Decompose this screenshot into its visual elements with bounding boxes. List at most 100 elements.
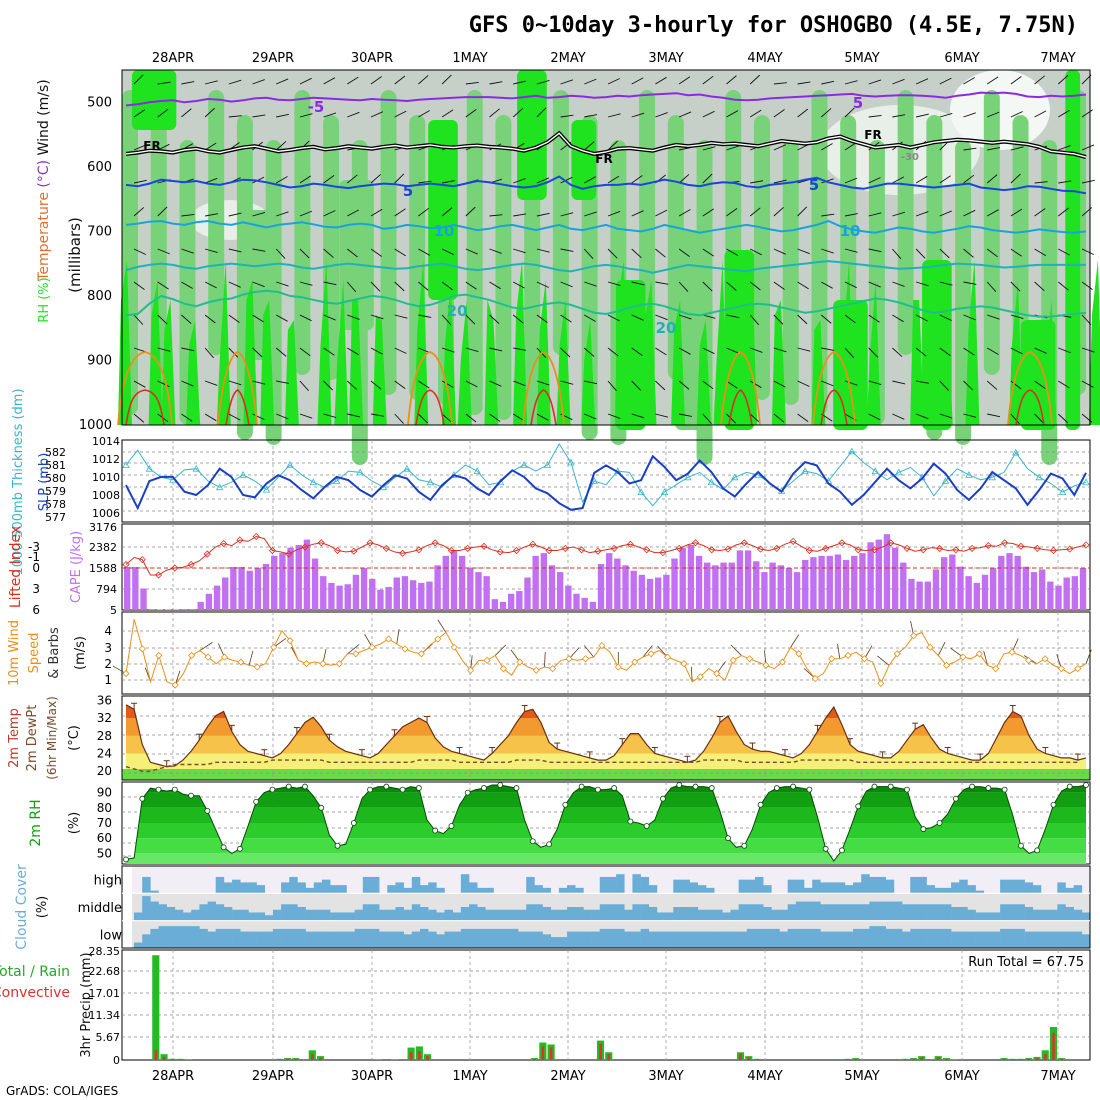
precip-convective-bar — [294, 1058, 298, 1060]
cloud-low-bar — [501, 928, 511, 948]
cloud-middle-bar — [436, 912, 445, 921]
wind10m-marker — [992, 665, 1000, 673]
wind-barb — [750, 180, 764, 184]
wind-barb — [939, 380, 949, 391]
wind-barb — [133, 74, 144, 85]
cloud-middle-bar — [411, 904, 421, 921]
wind10m-marker — [1057, 665, 1065, 673]
cloud-middle-bar — [321, 909, 331, 921]
wind-barb — [512, 413, 525, 422]
wind-barb — [584, 114, 598, 118]
cloud-high-bar — [705, 887, 715, 894]
thickness-marker — [333, 477, 341, 484]
wind-barb — [418, 380, 430, 389]
rh-dry-patch — [950, 70, 1050, 150]
wind-barb — [987, 111, 1000, 118]
cloud-high-bar — [395, 882, 404, 894]
cloud-low-bar — [763, 928, 772, 948]
cloud-middle-bar — [313, 909, 323, 921]
cape-bar — [859, 553, 866, 610]
wind-barb — [418, 281, 429, 291]
cloud-low-bar — [387, 931, 396, 948]
wind-barb — [821, 213, 835, 217]
ylabel-slp: SLP (mb) — [37, 453, 52, 512]
lifted-index-marker — [480, 542, 488, 550]
wind-barb — [228, 413, 241, 421]
wind10m-marker — [1024, 656, 1033, 664]
cape-bar — [532, 555, 539, 610]
cape-bar — [679, 547, 686, 610]
precip-convective-bar — [755, 1059, 759, 1060]
rh-low-level-moisture — [713, 260, 728, 425]
temp-tick: 24 — [97, 746, 112, 760]
cloud-high-bar — [607, 876, 617, 894]
rh-marker — [839, 847, 845, 854]
precip-tick: 11.34 — [89, 1009, 121, 1022]
cloud-middle-bar — [338, 912, 347, 921]
rh-tick: 50 — [97, 846, 112, 860]
cloud-middle-bar — [215, 904, 225, 921]
cloud-high-bar — [967, 885, 976, 894]
rh-marker — [204, 807, 211, 814]
wind-barb — [773, 206, 784, 217]
wind-barb — [1010, 314, 1024, 320]
wind-barb — [655, 314, 668, 321]
wind-barb — [986, 248, 998, 258]
cloud-middle-bar — [485, 909, 494, 921]
wind-barb — [584, 78, 597, 85]
date-label-top: 4MAY — [747, 51, 782, 66]
lifted-index-marker — [1049, 546, 1058, 555]
wind-barb — [513, 213, 527, 217]
cloud-low-bar — [665, 931, 674, 948]
rh-low-level-moisture — [642, 280, 657, 425]
wind-tick: 4 — [104, 624, 112, 638]
wind-barb — [205, 213, 218, 217]
date-label-top: 3MAY — [648, 51, 683, 66]
cape-bar — [712, 565, 719, 610]
wind-barb — [536, 79, 550, 85]
cape-bar — [540, 553, 548, 610]
wind-barb — [1058, 380, 1070, 389]
wind-barb — [915, 113, 929, 118]
ylabel-precip-total: Total / Rain — [0, 964, 70, 980]
wind-barb — [631, 314, 644, 321]
cloud-high-bar — [1057, 882, 1066, 894]
cloud-middle-bar — [1081, 912, 1091, 921]
thickness-marker — [215, 483, 224, 491]
cloud-low-bar — [983, 931, 993, 948]
wind-barb — [868, 314, 880, 323]
cape-bar — [810, 557, 817, 610]
cloud-low-bar — [509, 928, 519, 948]
wind-barb — [631, 175, 643, 184]
rh-tick: 70 — [97, 816, 112, 830]
cloud-low-bar — [567, 931, 576, 948]
wind-barb — [1058, 145, 1071, 151]
isotherm-hot — [820, 389, 848, 426]
date-label-top: 29APR — [252, 51, 294, 66]
cloud-middle-bar — [289, 904, 298, 921]
cape-bar — [622, 565, 629, 610]
cloud-low-bar — [428, 931, 437, 948]
thickness-marker — [848, 447, 856, 455]
cloud-middle-bar — [1065, 907, 1074, 921]
lifted-index-marker — [724, 545, 732, 553]
cloud-low-bar — [991, 931, 1001, 948]
thickness-marker — [192, 464, 200, 472]
cloud-low-bar — [550, 937, 560, 948]
wind-barb — [821, 248, 834, 254]
wind10m-marker — [138, 645, 146, 653]
wind10m-marker — [499, 665, 508, 673]
wind-barb — [868, 177, 881, 184]
wind-barb — [347, 314, 360, 320]
wind-barb — [1034, 413, 1044, 424]
wind-barb — [1010, 208, 1023, 217]
date-label-top: 30APR — [351, 51, 393, 66]
rh-low-level-moisture — [186, 320, 201, 425]
wind-barb — [560, 79, 574, 85]
lifted-index-marker — [138, 556, 146, 564]
wind-barb — [963, 281, 977, 285]
ylabel-wind-barbs: & Barbs — [47, 627, 62, 679]
wind-barb — [323, 281, 337, 286]
wind10m-marker — [188, 651, 196, 660]
temp-tick: 28 — [97, 729, 112, 743]
